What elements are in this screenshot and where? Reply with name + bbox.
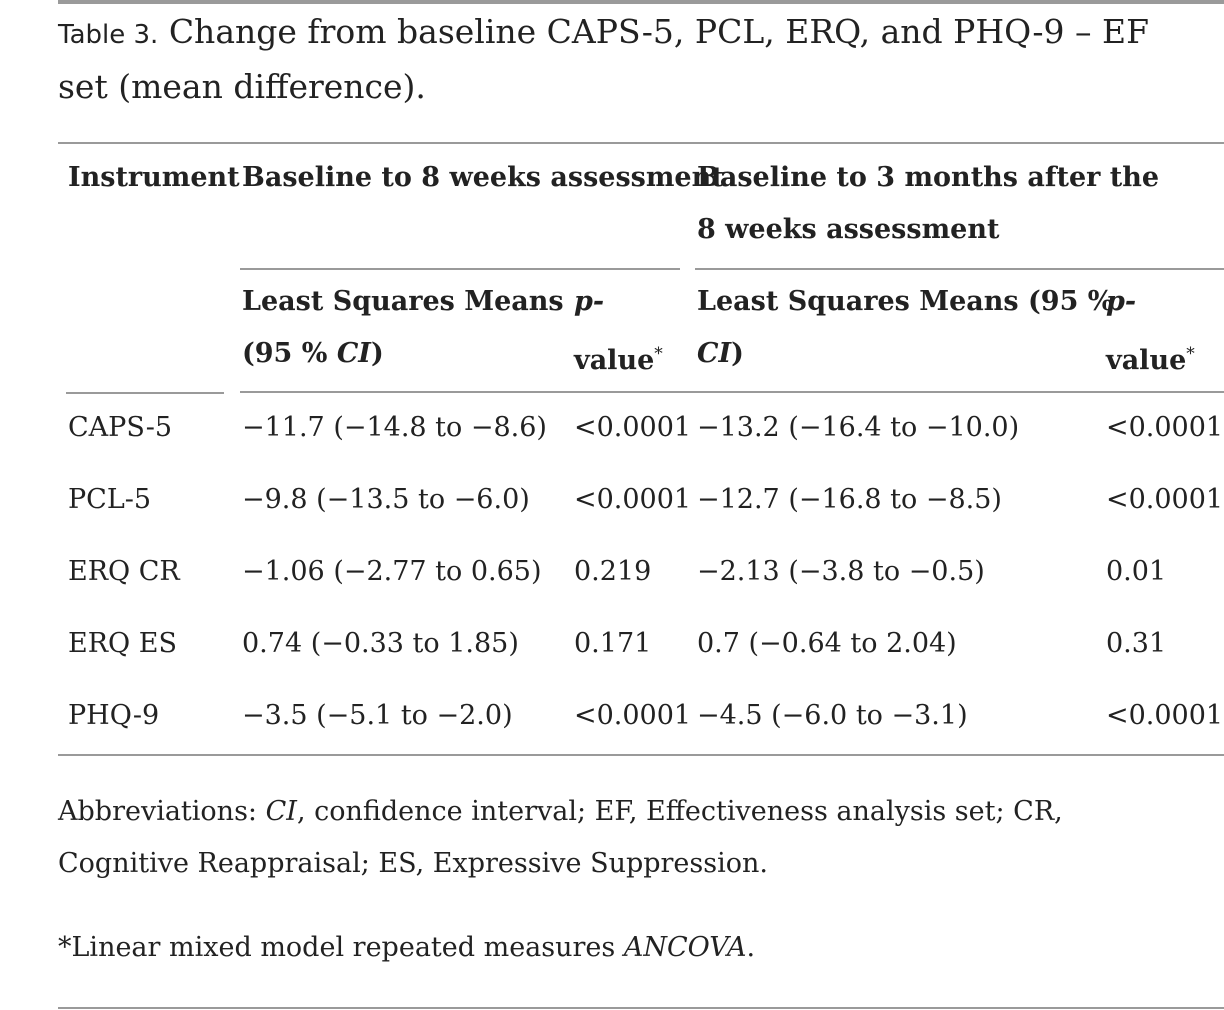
row-phq9-lsm-8w: −3.5 (−5.1 to −2.0) — [242, 700, 513, 731]
row-erqcr-lsm-8w: −1.06 (−2.77 to 0.65) — [242, 556, 542, 587]
row-caps5-lsm-3m: −13.2 (−16.4 to −10.0) — [697, 412, 1020, 443]
abbreviations-note: Abbreviations: CI, confidence interval; … — [58, 786, 1168, 890]
row-erqes-p-8w: 0.171 — [574, 628, 652, 659]
table-caption: Table 3. Change from baseline CAPS-5, PC… — [58, 6, 1168, 113]
header-p-value-word: value — [574, 345, 655, 376]
row-erqes-instrument: ERQ ES — [68, 628, 177, 659]
row-erqcr-p-3m: 0.01 — [1106, 556, 1167, 587]
header-instrument: Instrument — [68, 162, 240, 193]
row-erqes-lsm-8w: 0.74 (−0.33 to 1.85) — [242, 628, 519, 659]
row-pcl5-lsm-8w: −9.8 (−13.5 to −6.0) — [242, 484, 530, 515]
header-top-rule — [58, 142, 1224, 144]
instrument-header-underline — [66, 392, 224, 394]
row-caps5-p-3m: <0.0001 — [1106, 412, 1224, 443]
row-pcl5-lsm-3m: −12.7 (−16.8 to −8.5) — [697, 484, 1002, 515]
row-erqes-lsm-3m: 0.7 (−0.64 to 2.04) — [697, 628, 957, 659]
header-lsm-line1: Least Squares Means — [242, 286, 564, 317]
row-phq9-p-8w: <0.0001 — [574, 700, 692, 731]
caption-text: Change from baseline CAPS-5, PCL, ERQ, a… — [58, 12, 1149, 106]
footnote-model-text: Linear mixed model repeated measures — [71, 932, 624, 963]
abbrev-prefix: Abbreviations: — [58, 796, 266, 827]
row-pcl5-p-8w: <0.0001 — [574, 484, 692, 515]
header-p-value-8-weeks: p- value* — [574, 276, 663, 387]
header-group-3-months: Baseline to 3 months after the 8 weeks a… — [697, 162, 1160, 245]
header-lsm2-ci: CI — [697, 338, 732, 369]
footnote-bottom-rule — [58, 1007, 1224, 1009]
row-erqcr-instrument: ERQ CR — [68, 556, 180, 587]
header-p2-value-word: value — [1106, 345, 1187, 376]
header-lsm-8-weeks: Least Squares Means (95 % CI) — [242, 276, 564, 380]
caption-label: Table 3. — [58, 20, 159, 50]
model-footnote: *Linear mixed model repeated measures AN… — [58, 922, 1168, 974]
row-erqes-p-3m: 0.31 — [1106, 628, 1167, 659]
header-lsm-line2: (95 % CI) — [242, 328, 564, 380]
header-lsm2-line1: Least Squares Means (95 % — [697, 286, 1114, 317]
header-p2-letter: p- — [1106, 286, 1137, 317]
header-lsm-ci: CI — [336, 338, 371, 369]
group1-underline — [240, 268, 680, 270]
row-phq9-lsm-3m: −4.5 (−6.0 to −3.1) — [697, 700, 968, 731]
row-caps5-p-8w: <0.0001 — [574, 412, 692, 443]
group2-underline — [695, 268, 1224, 270]
row-erqcr-lsm-3m: −2.13 (−3.8 to −0.5) — [697, 556, 985, 587]
row-caps5-instrument: CAPS-5 — [68, 412, 173, 443]
header-lsm2-line2: CI) — [697, 328, 1113, 380]
header-lsm-3-months: Least Squares Means (95 % CI) — [697, 276, 1113, 380]
header-lsm-close: ) — [370, 338, 384, 369]
header-p-letter: p- — [574, 286, 605, 317]
header-p-star: * — [654, 344, 663, 364]
footnote-ancova: ANCOVA — [623, 932, 747, 963]
row-caps5-lsm-8w: −11.7 (−14.8 to −8.6) — [242, 412, 547, 443]
row-erqcr-p-8w: 0.219 — [574, 556, 652, 587]
subheader-underline — [240, 391, 1224, 393]
footnote-star: * — [58, 932, 72, 963]
table-bottom-rule — [58, 754, 1224, 756]
abbrev-ci: CI — [265, 796, 297, 827]
row-phq9-instrument: PHQ-9 — [68, 700, 160, 731]
header-group-8-weeks: Baseline to 8 weeks assessment — [242, 162, 724, 193]
abbrev-rest: , confidence interval; EF, Effectiveness… — [58, 796, 1063, 879]
row-phq9-p-3m: <0.0001 — [1106, 700, 1224, 731]
header-p2-star: * — [1186, 344, 1195, 364]
header-p-value-3-months: p- value* — [1106, 276, 1195, 387]
row-pcl5-instrument: PCL-5 — [68, 484, 152, 515]
header-lsm2-close: ) — [731, 338, 744, 369]
row-pcl5-p-3m: <0.0001 — [1106, 484, 1224, 515]
top-rule — [58, 0, 1224, 4]
footnote-end: . — [746, 932, 756, 963]
header-lsm-95: (95 % — [242, 338, 337, 369]
